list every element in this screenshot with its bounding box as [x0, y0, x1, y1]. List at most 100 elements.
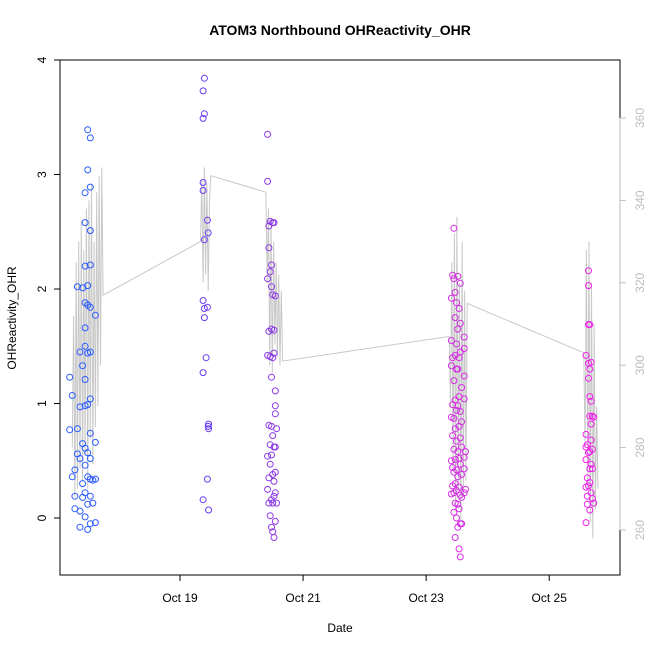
data-point: [66, 426, 74, 434]
data-point: [587, 358, 595, 366]
data-point: [586, 479, 594, 486]
data-point: [271, 410, 279, 418]
data-point: [582, 430, 590, 438]
data-point: [271, 402, 279, 410]
data-point: [456, 348, 464, 356]
data-point: [450, 275, 458, 283]
data-point: [585, 449, 592, 457]
data-point: [76, 507, 84, 515]
data-point: [450, 445, 458, 453]
data-point: [264, 452, 272, 460]
data-point: [451, 456, 459, 464]
data-point: [587, 420, 595, 428]
data-point: [86, 429, 94, 437]
data-point: [91, 475, 99, 483]
data-point: [66, 373, 74, 381]
data-point: [270, 219, 278, 227]
data-point: [586, 465, 594, 473]
data-point: [582, 456, 590, 464]
data-point: [199, 187, 207, 194]
data-point: [68, 392, 76, 399]
data-point: [456, 319, 464, 327]
data-point: [84, 126, 92, 134]
data-point: [84, 166, 92, 174]
data-point: [84, 526, 92, 533]
data-point: [199, 179, 207, 186]
data-point: [586, 321, 594, 328]
point-layer: [66, 74, 598, 561]
data-point: [268, 283, 275, 291]
data-point: [588, 412, 596, 420]
data-point: [204, 229, 212, 237]
data-point: [458, 471, 466, 478]
data-point: [587, 397, 595, 405]
data-point: [460, 465, 468, 473]
data-point: [451, 314, 459, 322]
data-point: [454, 325, 462, 333]
data-point: [590, 413, 598, 421]
data-point: [205, 506, 213, 514]
data-point: [447, 294, 455, 302]
data-point: [199, 496, 207, 504]
data-point: [91, 519, 99, 527]
data-point: [585, 374, 592, 382]
data-point: [270, 477, 278, 485]
data-point: [458, 418, 466, 426]
data-point: [587, 460, 595, 468]
data-point: [454, 272, 462, 280]
data-point: [73, 283, 81, 291]
data-point: [456, 279, 464, 287]
y2-tick-label: 340: [633, 190, 647, 210]
data-point: [586, 393, 594, 401]
data-point: [462, 448, 469, 456]
data-point: [460, 345, 468, 352]
y2-tick-label: 360: [633, 108, 647, 128]
data-point: [266, 460, 274, 468]
data-point: [264, 177, 272, 185]
chart-title: ATOM3 Northbound OHReactivity_OHR: [209, 22, 471, 38]
data-point: [68, 473, 76, 481]
data-point: [203, 475, 211, 483]
data-point: [271, 387, 279, 395]
data-point: [76, 523, 84, 531]
data-point: [451, 534, 459, 541]
x-tick-label: Oct 19: [162, 591, 198, 605]
data-point: [586, 506, 594, 514]
data-point: [269, 354, 277, 362]
data-point: [264, 485, 272, 493]
data-point: [585, 267, 592, 275]
data-point: [583, 441, 591, 449]
data-point: [447, 337, 455, 344]
data-point: [269, 499, 277, 507]
x-tick-label: Oct 21: [285, 591, 321, 605]
data-point: [84, 449, 92, 457]
data-point: [76, 455, 84, 462]
data-point: [266, 268, 274, 276]
data-point: [270, 534, 278, 541]
data-point: [586, 412, 594, 420]
data-point: [454, 402, 462, 410]
data-point: [266, 512, 274, 520]
data-point: [86, 395, 94, 403]
y-axis-label: OHReactivity_OHR: [5, 266, 19, 370]
data-point: [81, 513, 89, 521]
data-point: [588, 445, 596, 453]
data-point: [79, 362, 87, 370]
data-point: [271, 489, 279, 497]
plot-frame: [59, 59, 621, 576]
data-point: [449, 464, 457, 472]
data-point: [455, 505, 463, 513]
data-point: [454, 448, 462, 456]
data-point: [450, 508, 458, 516]
data-point: [460, 372, 468, 380]
data-point: [453, 406, 460, 414]
data-point: [451, 396, 459, 404]
data-point: [447, 362, 455, 370]
data-point: [585, 482, 592, 490]
data-point: [449, 271, 457, 279]
data-point: [271, 468, 279, 476]
y-tick-label: 3: [35, 171, 49, 178]
data-point: [91, 311, 99, 319]
y-tick-label: 2: [35, 285, 49, 292]
